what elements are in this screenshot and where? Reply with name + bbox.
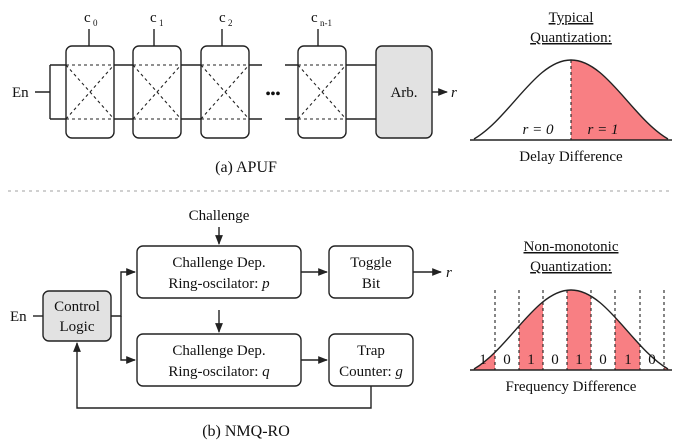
band-5	[664, 290, 672, 370]
ring-oscillator-p-line2: Ring-oscilator: p	[168, 276, 270, 292]
stage-cross-paths	[65, 64, 347, 120]
nonmono-red-bands	[470, 290, 672, 370]
typical-r1-region	[571, 60, 668, 140]
nonmono-title-line1: Non-monotonic	[524, 239, 619, 255]
bit-label: 1	[575, 352, 583, 368]
svg-text:c: c	[219, 10, 226, 26]
trap-feedback-arrow	[73, 342, 372, 409]
nonmonotonic-quantization-plot: Non-monotonic Quantization: 1 0 1 0 1 0 …	[470, 239, 672, 395]
bit-label: 0	[648, 352, 656, 368]
challenge-label-1: c 1	[150, 10, 164, 28]
control-to-q-arrow	[120, 316, 136, 364]
caption-nmq-ro: (b) NMQ-RO	[202, 423, 290, 440]
bit-label: 1	[624, 352, 632, 368]
typical-label-r0: r = 0	[523, 122, 554, 138]
challenge-lines	[88, 29, 319, 46]
arbiter-label: Arb.	[390, 85, 417, 101]
svg-text:c: c	[150, 10, 157, 26]
band-3	[567, 290, 591, 370]
bit-label: 1	[479, 352, 487, 368]
nmq-ro-diagram: Challenge Challenge Dep. Ring-oscilator:…	[10, 208, 452, 440]
apuf-enable-line	[35, 64, 66, 120]
challenge-label-n-1: c n-1	[311, 10, 332, 28]
svg-text:c: c	[84, 10, 91, 26]
caption-apuf: (a) APUF	[215, 159, 277, 176]
svg-text:n-1: n-1	[320, 18, 332, 28]
toggle-bit-line1: Toggle	[350, 255, 392, 271]
typical-title-line2: Quantization:	[530, 30, 612, 46]
apuf-enable-label: En	[12, 85, 29, 101]
trap-counter-line2: Counter: g	[339, 364, 403, 380]
control-logic-line2: Logic	[60, 319, 95, 335]
svg-text:0: 0	[93, 18, 98, 28]
svg-text:2: 2	[228, 18, 233, 28]
svg-text:1: 1	[159, 18, 164, 28]
ring-oscillator-p-line1: Challenge Dep.	[172, 255, 265, 271]
typical-label-r1: r = 1	[588, 122, 619, 138]
control-to-p-arrow	[111, 268, 136, 317]
bit-label: 0	[503, 352, 511, 368]
typical-title-line1: Typical	[549, 10, 594, 26]
typical-quantization-plot: Typical Quantization: r = 0 r = 1 Delay …	[470, 10, 672, 165]
nonmono-gaussian-curve	[473, 289, 669, 370]
trap-counter-line1: Trap	[357, 343, 385, 359]
nonmono-title-line2: Quantization:	[530, 259, 612, 275]
apuf-diagram: c 0 c 1 c 2 c n-1 En	[12, 10, 457, 176]
typical-axis-label: Delay Difference	[519, 149, 623, 165]
nonmono-axis-label: Frequency Difference	[506, 379, 637, 395]
challenge-input-label: Challenge	[189, 208, 250, 224]
stage-connections	[114, 64, 376, 120]
svg-text:c: c	[311, 10, 318, 26]
ring-oscillator-q-line2: Ring-oscilator: q	[168, 364, 270, 380]
toggle-bit-line2: Bit	[362, 276, 381, 292]
ring-oscillator-q-line1: Challenge Dep.	[172, 343, 265, 359]
bit-label: 0	[599, 352, 607, 368]
nmq-output-r: r	[446, 265, 452, 281]
nmq-enable-label: En	[10, 309, 27, 325]
bit-label: 0	[551, 352, 559, 368]
challenge-label-2: c 2	[219, 10, 233, 28]
bit-label: 1	[527, 352, 535, 368]
stages-ellipsis: •••	[266, 87, 281, 102]
control-logic-line1: Control	[54, 299, 100, 315]
challenge-label-0: c 0	[84, 10, 98, 28]
nonmono-bit-labels: 1 0 1 0 1 0 1 0	[479, 352, 656, 368]
apuf-output-r: r	[451, 85, 457, 101]
